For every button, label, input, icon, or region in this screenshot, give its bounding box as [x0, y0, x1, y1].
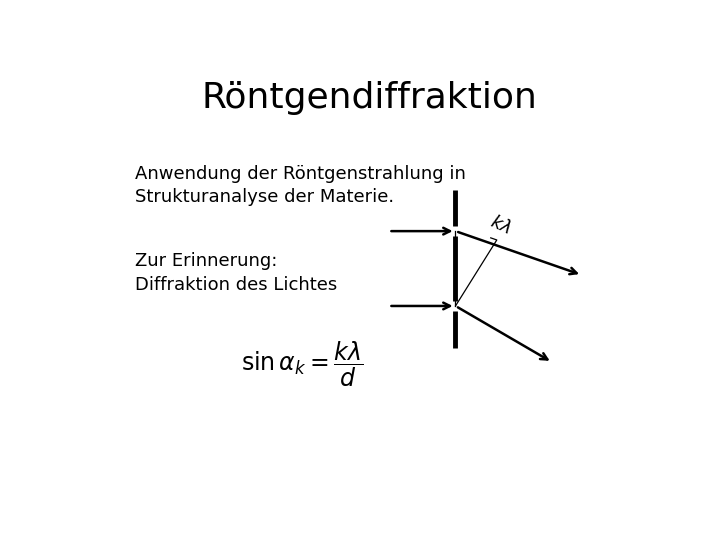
Text: Anwendung der Röntgenstrahlung in
Strukturanalyse der Materie.: Anwendung der Röntgenstrahlung in Strukt…	[135, 165, 466, 206]
Text: Zur Erinnerung:
Diffraktion des Lichtes: Zur Erinnerung: Diffraktion des Lichtes	[135, 252, 337, 294]
Text: $k\lambda$: $k\lambda$	[487, 212, 514, 238]
Text: $\sin\alpha_k = \dfrac{k\lambda}{d}$: $\sin\alpha_k = \dfrac{k\lambda}{d}$	[241, 340, 363, 389]
Text: Röntgendiffraktion: Röntgendiffraktion	[201, 82, 537, 116]
